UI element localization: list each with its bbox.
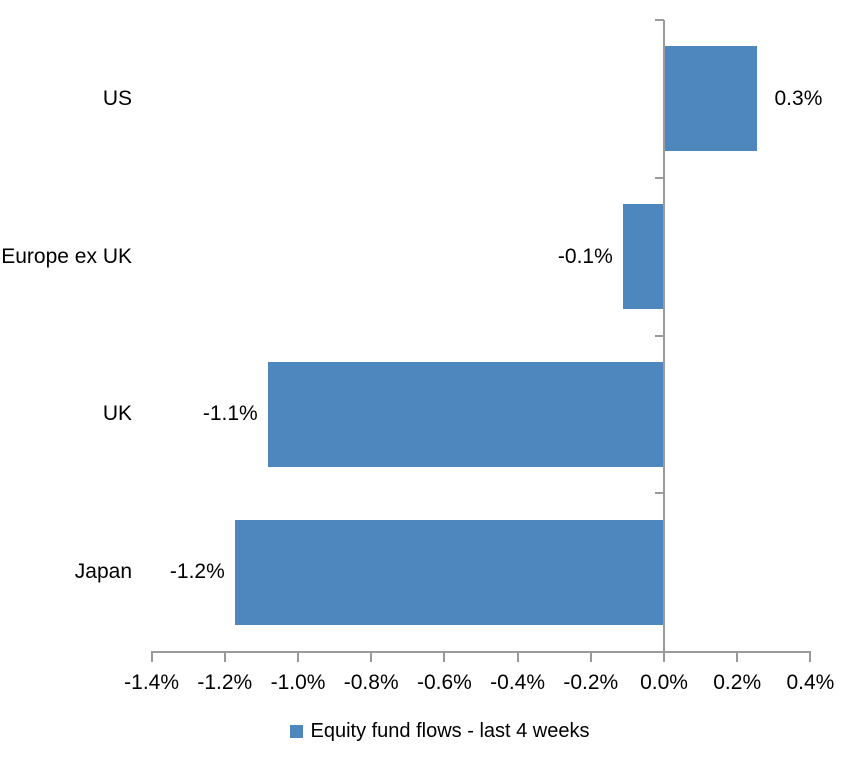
bar-japan (234, 519, 663, 625)
legend: Equity fund flows - last 4 weeks (0, 718, 852, 744)
value-label-us: 0.3% (774, 86, 823, 110)
legend-series-label: Equity fund flows - last 4 weeks (310, 720, 590, 742)
x-axis-tick-label-3: -0.8% (343, 671, 399, 694)
x-axis-tick-label-9: 0.4% (786, 671, 835, 694)
category-boundary-tick-0 (655, 19, 664, 21)
x-axis-tick-7 (663, 653, 665, 662)
x-axis-tick-4 (443, 653, 446, 662)
category-label-uk: UK (102, 402, 132, 426)
x-axis-tick-label-1: -1.2% (197, 671, 253, 694)
x-axis-tick-label-8: 0.2% (713, 671, 762, 694)
x-axis-tick-label-0: -1.4% (124, 671, 180, 694)
category-label-us: US (102, 86, 132, 110)
category-boundary-tick-1 (655, 176, 664, 179)
x-axis-tick-label-7: 0.0% (640, 671, 688, 694)
category-label-japan: Japan (74, 560, 132, 584)
x-axis-tick-9 (809, 653, 812, 662)
bar-us (665, 46, 757, 152)
value-label-europe-ex-uk: -0.1% (557, 244, 613, 268)
value-axis-line (150, 651, 812, 653)
x-axis-tick-label-4: -0.6% (416, 671, 472, 694)
legend-marker-swatch (290, 724, 304, 738)
category-boundary-tick-3 (655, 492, 664, 495)
x-axis-tick-3 (370, 653, 373, 662)
bar-uk (267, 361, 663, 467)
value-label-japan: -1.2% (169, 560, 225, 584)
x-axis-tick-label-2: -1.0% (270, 671, 326, 694)
x-axis-tick-label-5: -0.4% (490, 671, 546, 694)
category-label-europe-ex-uk: Europe ex UK (1, 244, 132, 268)
x-axis-tick-5 (516, 653, 519, 662)
x-axis-tick-6 (589, 653, 592, 662)
x-axis-tick-0 (150, 653, 153, 662)
category-axis-line (663, 20, 665, 653)
x-axis-tick-label-6: -0.2% (563, 671, 619, 694)
bar-europe-ex-uk (622, 204, 663, 310)
x-axis-tick-2 (297, 653, 299, 662)
value-label-uk: -1.1% (202, 402, 258, 426)
category-boundary-tick-2 (655, 334, 664, 337)
x-axis-tick-1 (223, 653, 226, 662)
x-axis-tick-8 (736, 653, 739, 662)
